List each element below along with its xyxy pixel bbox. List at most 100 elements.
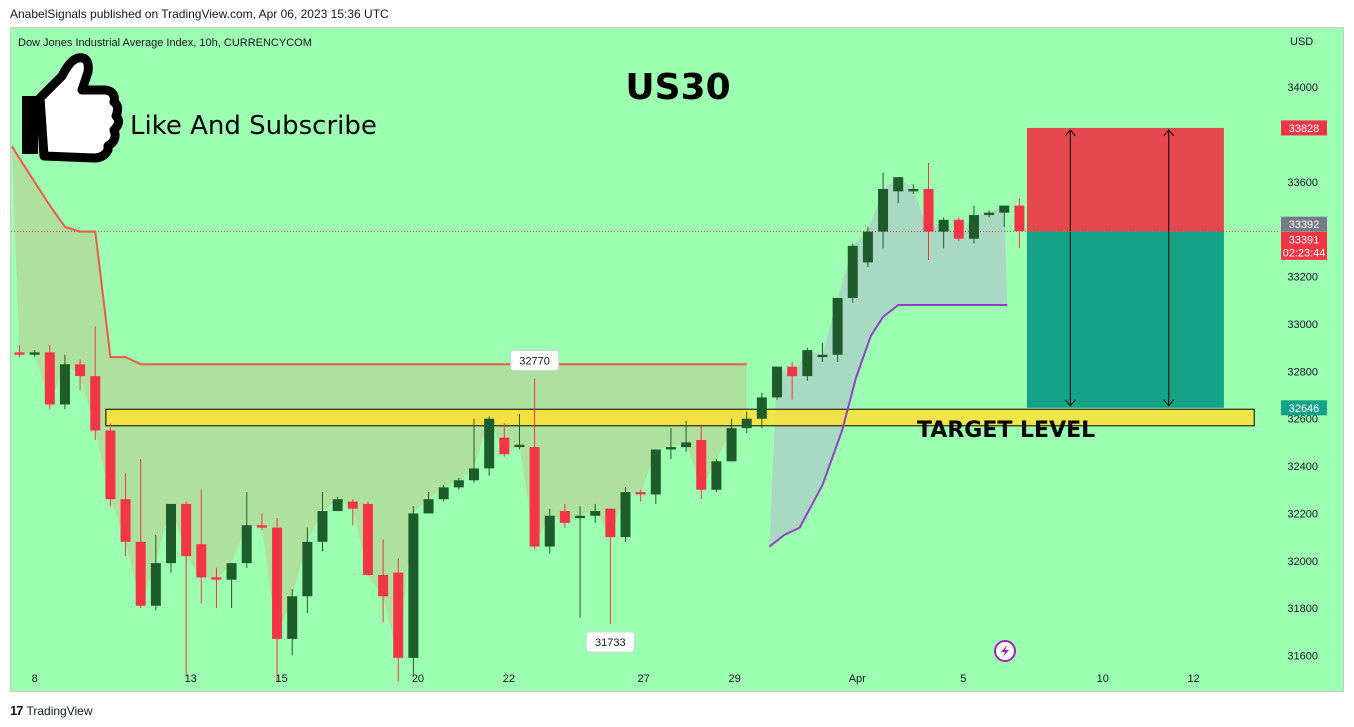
x-tick-label: 22 — [503, 673, 515, 685]
y-tick-label: 32200 — [1287, 508, 1318, 520]
y-tick-label: 31800 — [1287, 603, 1318, 615]
candle-body — [423, 499, 434, 514]
candle-body — [620, 492, 631, 538]
candle-body — [332, 499, 343, 512]
x-tick-label: 29 — [728, 673, 740, 685]
trailing-stop-bear-line — [11, 145, 747, 366]
candle-body — [847, 245, 858, 298]
candle-body — [302, 541, 313, 597]
range-arrow-head-bottom-1 — [1064, 399, 1076, 407]
price-marker-box — [585, 631, 635, 653]
candle-body — [105, 430, 116, 500]
stop-loss-zone — [1026, 127, 1224, 232]
candle-body — [953, 219, 964, 239]
candle-body — [968, 215, 979, 239]
candle-body — [347, 501, 358, 509]
candle-body — [150, 563, 161, 606]
candle-body — [75, 364, 86, 377]
candle-body — [590, 511, 601, 516]
cloud-fill-bull — [769, 177, 1008, 547]
take-profit-zone — [1026, 231, 1224, 408]
candle-body — [923, 189, 934, 232]
candle-body — [135, 541, 146, 606]
x-tick-label: 15 — [275, 673, 287, 685]
price-marker-box — [510, 349, 560, 371]
candle-body — [514, 444, 525, 448]
chart-frame[interactable] — [10, 27, 1344, 692]
price-axis-label — [1281, 216, 1327, 232]
candle-body — [772, 366, 782, 398]
candle-body — [438, 487, 449, 500]
candle-body — [741, 418, 752, 429]
candle-body — [196, 544, 207, 578]
x-tick-label: 20 — [412, 673, 424, 685]
y-tick-label: 32800 — [1287, 366, 1318, 378]
candle-body — [726, 428, 737, 462]
candle-body — [544, 515, 555, 547]
candle-body — [984, 212, 995, 216]
candle-body — [756, 397, 767, 419]
candle-body — [787, 366, 798, 377]
x-tick-label: Apr — [849, 673, 866, 685]
candle-body — [635, 492, 646, 495]
price-marker-label: 32770 — [519, 355, 550, 367]
candle-body — [272, 527, 283, 639]
candle-body — [1014, 205, 1025, 232]
lightning-icon[interactable] — [994, 640, 1016, 662]
range-arrow-head-bottom-2 — [1163, 399, 1175, 407]
candle-body — [226, 563, 237, 580]
candle-body — [681, 442, 692, 448]
tradingview-logo-icon: 17 — [10, 703, 24, 718]
candle-body — [529, 447, 540, 547]
candle-body — [999, 205, 1010, 213]
candle-body — [938, 219, 949, 232]
candle-body — [605, 508, 616, 538]
y-tick-label: 32000 — [1287, 556, 1318, 568]
candle-body — [878, 189, 889, 232]
price-axis-label-text: 33391 — [1289, 234, 1320, 246]
candle-body — [893, 177, 904, 192]
trailing-stop-bull-line — [768, 304, 1008, 548]
candle-body — [696, 440, 707, 490]
candle-body — [908, 189, 919, 192]
x-tick-label: 27 — [638, 673, 650, 685]
candle-body — [287, 596, 298, 639]
symbol-title: Dow Jones Industrial Average Index, 10h,… — [18, 37, 312, 49]
y-tick-label: 33600 — [1287, 177, 1318, 189]
candle-body — [650, 449, 661, 495]
x-tick-label: 12 — [1188, 673, 1200, 685]
like-subscribe-text: Like And Subscribe — [130, 111, 377, 141]
x-tick-label: 13 — [185, 673, 197, 685]
candle-body — [817, 354, 828, 358]
candle-body — [29, 352, 40, 355]
thumbs-up-icon — [22, 53, 124, 163]
y-tick-label: 33000 — [1287, 319, 1318, 331]
candle-body — [90, 376, 101, 431]
y-tick-label: 34000 — [1287, 82, 1318, 94]
candle-body — [14, 352, 25, 355]
x-tick-label: 5 — [960, 673, 966, 685]
price-axis-label — [1281, 231, 1327, 260]
candle-body — [317, 511, 328, 542]
candle-body — [59, 364, 70, 405]
candle-body — [120, 499, 131, 542]
price-axis-label-text: 33828 — [1289, 123, 1320, 135]
candle-body — [166, 503, 176, 564]
y-tick-label: 32400 — [1287, 461, 1318, 473]
target-level-band — [105, 408, 1255, 427]
candle-body — [378, 574, 389, 597]
candle-body — [499, 437, 510, 455]
candle-body — [711, 461, 722, 490]
candle-body — [408, 513, 419, 658]
price-axis-label-text: 33392 — [1289, 219, 1320, 231]
candle-body — [44, 352, 55, 405]
footer-brand: TradingView — [26, 703, 93, 718]
candle-body — [362, 503, 373, 575]
range-arrow-head-top-2 — [1163, 129, 1175, 137]
candle-body — [862, 231, 873, 263]
range-arrow-head-top-1 — [1064, 129, 1076, 137]
chart-title: US30 — [625, 67, 730, 108]
candle-body — [181, 503, 192, 557]
candle-body — [453, 480, 464, 488]
